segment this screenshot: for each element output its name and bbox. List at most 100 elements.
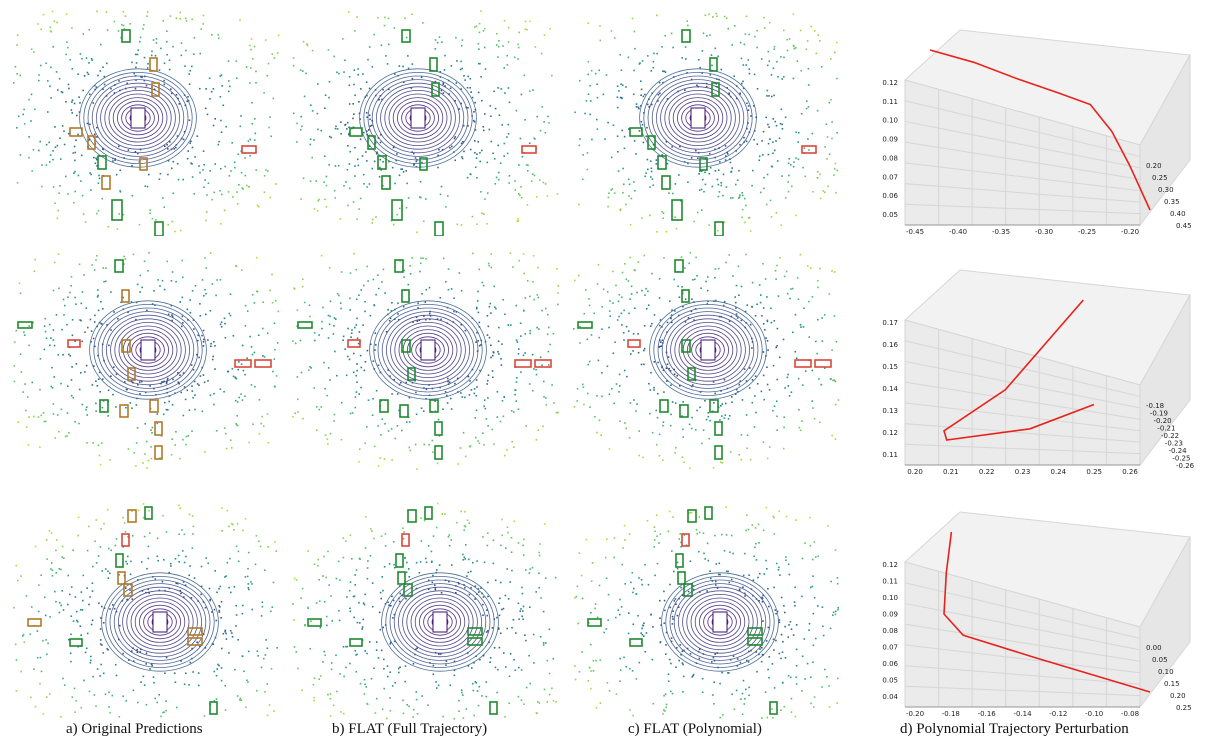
- lidar-point: [640, 88, 643, 91]
- lidar-point: [22, 113, 24, 116]
- lidar-point: [679, 533, 681, 535]
- lidar-point: [342, 712, 345, 715]
- lidar-point: [98, 321, 101, 324]
- lidar-point: [462, 553, 464, 556]
- lidar-point: [480, 76, 482, 78]
- lidar-point: [85, 364, 88, 367]
- lidar-point: [143, 56, 146, 59]
- lidar-point: [519, 610, 521, 612]
- y-tick-label: -0.22: [1161, 432, 1179, 440]
- lidar-point: [488, 641, 490, 644]
- lidar-point: [539, 129, 542, 132]
- lidar-point: [209, 599, 211, 602]
- lidar-point: [264, 691, 266, 693]
- lidar-point: [235, 625, 237, 627]
- lidar-point: [328, 164, 330, 166]
- lidar-point: [95, 157, 97, 159]
- lidar-point: [619, 657, 621, 660]
- lidar-point: [447, 380, 449, 383]
- lidar-point: [624, 539, 626, 541]
- lidar-point: [610, 156, 613, 159]
- lidar-point: [117, 318, 119, 320]
- lidar-point: [437, 418, 440, 421]
- lidar-point: [97, 378, 100, 380]
- lidar-point: [671, 615, 674, 618]
- lidar-point: [810, 676, 812, 678]
- lidar-point: [628, 183, 631, 186]
- lidar-point: [615, 693, 618, 695]
- lidar-point: [139, 381, 141, 383]
- lidar-point: [730, 578, 733, 581]
- lidar-point: [15, 564, 18, 567]
- y-tick-label: 0.20: [1146, 162, 1162, 170]
- lidar-point: [369, 125, 372, 127]
- lidar-point: [55, 549, 57, 552]
- lidar-point: [729, 658, 732, 661]
- lidar-point: [266, 683, 268, 685]
- lidar-point: [662, 70, 664, 73]
- lidar-point: [835, 610, 837, 613]
- lidar-point: [717, 55, 719, 58]
- lidar-point: [57, 209, 59, 212]
- lidar-point: [80, 634, 82, 636]
- lidar-point: [439, 193, 442, 196]
- lidar-point: [768, 126, 770, 128]
- lidar-point: [248, 588, 250, 591]
- lidar-point: [661, 154, 663, 156]
- lidar-point: [485, 695, 488, 698]
- lidar-point: [722, 714, 724, 716]
- lidar-point: [28, 325, 30, 327]
- lidar-point: [73, 102, 76, 105]
- lidar-point: [398, 597, 400, 600]
- lidar-point: [251, 608, 253, 611]
- lidar-point: [651, 178, 654, 180]
- bev-row2-original: [13, 252, 280, 469]
- lidar-point: [732, 197, 734, 199]
- bounding-box: [434, 221, 444, 236]
- bounding-box: [367, 135, 376, 150]
- lidar-point: [236, 401, 239, 403]
- lidar-point: [416, 159, 418, 161]
- lidar-point: [70, 660, 72, 663]
- lidar-point: [189, 311, 192, 314]
- lidar-point: [153, 88, 156, 91]
- lidar-point: [130, 560, 132, 563]
- lidar-point: [735, 150, 737, 152]
- lidar-point: [698, 531, 701, 534]
- lidar-point: [709, 74, 712, 76]
- lidar-point: [634, 190, 636, 192]
- lidar-point: [122, 308, 125, 311]
- lidar-point: [419, 270, 421, 273]
- lidar-point: [759, 648, 761, 650]
- lidar-point: [753, 138, 755, 141]
- lidar-point: [316, 406, 318, 408]
- lidar-ring: [126, 594, 194, 651]
- lidar-point: [36, 630, 39, 632]
- lidar-point: [648, 106, 650, 108]
- lidar-point: [213, 403, 215, 406]
- lidar-point: [661, 210, 663, 213]
- lidar-point: [795, 683, 798, 685]
- lidar-point: [662, 713, 664, 715]
- lidar-point: [482, 536, 484, 538]
- lidar-point: [136, 651, 139, 654]
- lidar-point: [760, 58, 763, 60]
- lidar-point: [115, 674, 118, 677]
- lidar-point: [246, 310, 249, 312]
- lidar-point: [214, 570, 216, 572]
- lidar-point: [101, 197, 104, 200]
- lidar-point: [236, 191, 238, 193]
- lidar-point: [100, 43, 102, 46]
- lidar-point: [545, 642, 547, 644]
- lidar-point: [222, 104, 225, 107]
- lidar-point: [836, 702, 839, 704]
- lidar-point: [826, 136, 829, 138]
- lidar-point: [497, 171, 500, 174]
- lidar-point: [436, 687, 438, 689]
- lidar-point: [691, 298, 693, 300]
- lidar-point: [531, 389, 534, 392]
- lidar-point: [77, 73, 79, 75]
- lidar-point: [528, 142, 531, 144]
- lidar-point: [809, 267, 812, 269]
- lidar-point: [698, 648, 701, 650]
